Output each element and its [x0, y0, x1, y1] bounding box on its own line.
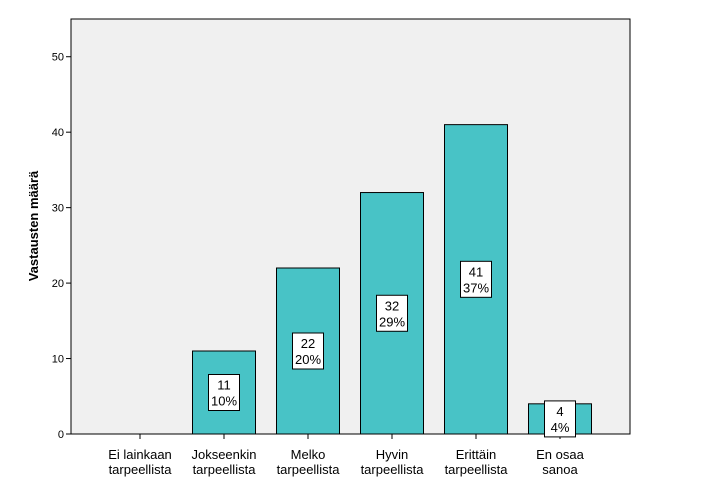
- x-tick-label: En osaa: [536, 447, 584, 462]
- y-tick-label: 50: [52, 52, 64, 64]
- data-label-percent: 20%: [295, 352, 321, 367]
- data-label-box: [208, 374, 240, 411]
- data-label-count: 4: [556, 404, 563, 419]
- x-tick-label: tarpeellista: [277, 462, 341, 477]
- x-tick-label: sanoa: [542, 462, 578, 477]
- y-tick-label: 10: [52, 354, 64, 366]
- data-label-box: [292, 332, 324, 370]
- data-label-count: 11: [217, 378, 231, 393]
- x-axis: Ei lainkaantarpeellistaJokseenkintarpeel…: [108, 434, 585, 477]
- data-label-count: 41: [469, 264, 483, 279]
- data-label-count: 22: [301, 336, 315, 351]
- data-label-percent: 4%: [551, 420, 570, 435]
- y-tick-label: 30: [52, 203, 64, 215]
- y-tick-label: 0: [58, 429, 64, 441]
- x-tick-label: Hyvin: [376, 447, 409, 462]
- data-label-percent: 10%: [211, 394, 237, 409]
- data-label-box: [376, 294, 408, 332]
- x-tick-label: tarpeellista: [361, 462, 425, 477]
- x-tick-label: tarpeellista: [193, 462, 257, 477]
- data-label-box: [460, 260, 492, 298]
- y-axis-label: Vastausten määrä: [26, 170, 41, 281]
- y-axis: 0 10 20 30 40 50: [52, 52, 71, 441]
- x-tick-label: tarpeellista: [445, 462, 509, 477]
- x-tick-label: tarpeellista: [109, 462, 173, 477]
- y-tick-label: 20: [52, 278, 64, 290]
- x-tick-label: Ei lainkaan: [108, 447, 172, 462]
- y-tick-label: 40: [52, 127, 64, 139]
- data-label-box: [544, 400, 576, 438]
- data-label-percent: 29%: [379, 314, 405, 329]
- plot-area: [70, 18, 631, 435]
- data-label-count: 32: [385, 298, 399, 313]
- data-label-percent: 37%: [463, 280, 489, 295]
- x-tick-label: Jokseenkin: [191, 447, 256, 462]
- x-tick-label: Melko: [291, 447, 326, 462]
- x-tick-label: Erittäin: [456, 447, 496, 462]
